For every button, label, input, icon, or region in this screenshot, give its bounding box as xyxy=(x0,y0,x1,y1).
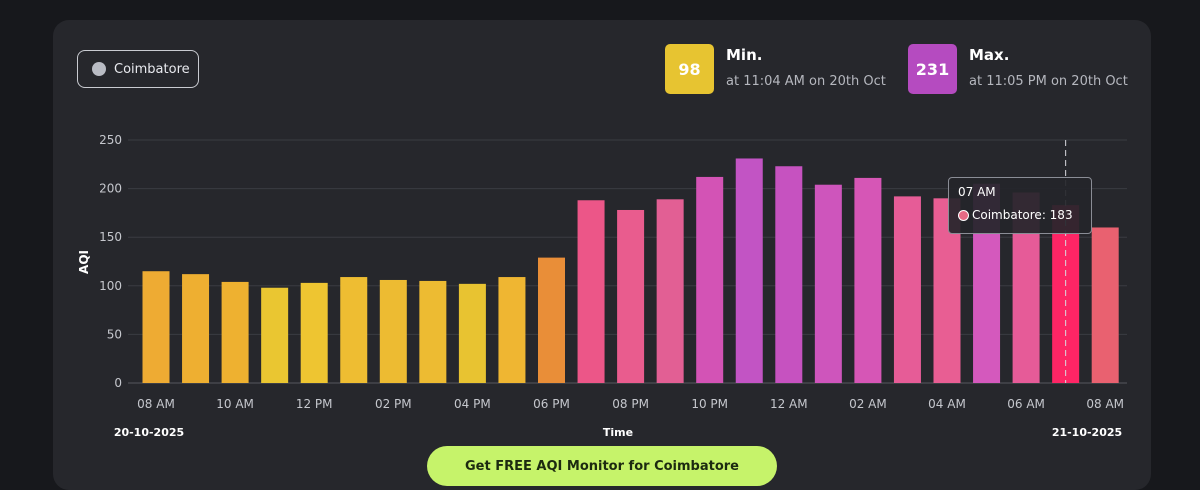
min-label: Min. xyxy=(726,46,763,64)
y-tick-label: 150 xyxy=(99,230,122,244)
aqi-bar xyxy=(617,209,645,383)
chart-tooltip: 07 AM Coimbatore: 183 xyxy=(948,177,1092,234)
aqi-bar xyxy=(696,176,724,383)
aqi-bar xyxy=(261,287,289,383)
tooltip-series-dot xyxy=(958,209,969,221)
max-value-badge: 231 xyxy=(908,44,957,94)
x-tick-label: 08 AM xyxy=(1086,397,1124,411)
y-tick-label: 0 xyxy=(114,376,122,390)
aqi-bar xyxy=(142,271,170,383)
x-tick-label: 12 PM xyxy=(296,397,333,411)
location-color-dot xyxy=(92,62,106,76)
max-timestamp: at 11:05 PM on 20th Oct xyxy=(969,74,1128,89)
aqi-bar xyxy=(656,199,684,383)
location-label: Coimbatore xyxy=(114,61,190,77)
x-tick-label: 06 PM xyxy=(533,397,570,411)
x-tick-label: 04 PM xyxy=(454,397,491,411)
get-monitor-button[interactable]: Get FREE AQI Monitor for Coimbatore xyxy=(427,446,777,486)
aqi-bar xyxy=(498,277,526,383)
aqi-bar xyxy=(182,274,210,383)
aqi-bar xyxy=(340,277,368,383)
aqi-bar xyxy=(458,283,486,383)
aqi-bar xyxy=(814,184,842,383)
end-date-label: 21-10-2025 xyxy=(1052,426,1122,439)
min-timestamp: at 11:04 AM on 20th Oct xyxy=(726,74,886,89)
x-tick-label: 08 AM xyxy=(137,397,175,411)
aqi-bar xyxy=(300,282,328,383)
aqi-bar xyxy=(538,257,565,383)
y-tick-label: 100 xyxy=(99,279,122,293)
location-button[interactable]: Coimbatore xyxy=(77,50,199,88)
y-tick-label: 200 xyxy=(99,182,122,196)
x-tick-label: 06 AM xyxy=(1007,397,1045,411)
x-tick-label: 10 PM xyxy=(691,397,728,411)
aqi-bar xyxy=(775,166,803,383)
aqi-bar xyxy=(1091,227,1119,383)
aqi-bar xyxy=(221,281,249,383)
tooltip-series-label: Coimbatore: 183 xyxy=(972,208,1073,222)
aqi-bar xyxy=(735,158,763,383)
min-value-badge: 98 xyxy=(665,44,714,94)
aqi-bar xyxy=(379,279,407,383)
x-tick-label: 08 PM xyxy=(612,397,649,411)
tooltip-time: 07 AM xyxy=(958,185,996,199)
aqi-bar xyxy=(577,200,605,383)
max-stat: 231 Max. at 11:05 PM on 20th Oct xyxy=(908,44,1128,94)
x-tick-label: 12 AM xyxy=(770,397,808,411)
start-date-label: 20-10-2025 xyxy=(114,426,184,439)
aqi-bar xyxy=(893,196,921,383)
x-axis-label: Time xyxy=(603,426,633,439)
y-axis-label: AQI xyxy=(77,250,91,274)
aqi-bar xyxy=(854,177,882,383)
min-stat: 98 Min. at 11:04 AM on 20th Oct xyxy=(665,44,886,94)
y-tick-label: 250 xyxy=(99,133,122,147)
max-label: Max. xyxy=(969,46,1010,64)
x-tick-label: 02 PM xyxy=(375,397,412,411)
y-tick-label: 50 xyxy=(107,327,122,341)
x-tick-label: 02 AM xyxy=(849,397,887,411)
aqi-bar xyxy=(419,280,447,383)
x-tick-label: 10 AM xyxy=(216,397,254,411)
x-tick-label: 04 AM xyxy=(928,397,966,411)
